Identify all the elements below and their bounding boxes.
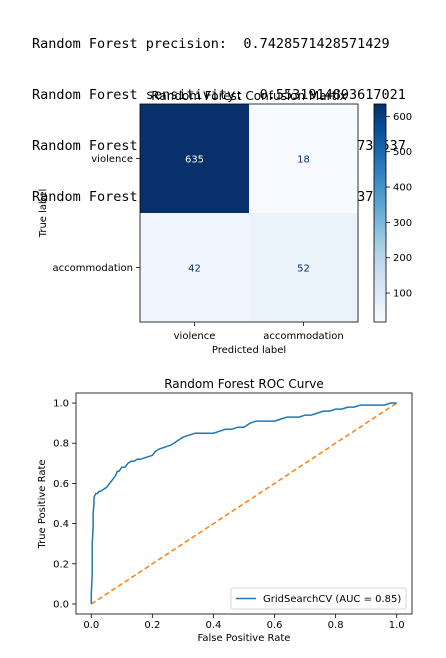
roc-chance-line	[90, 402, 398, 605]
roc-ytick-label: 1.0	[53, 399, 69, 410]
roc-xtick-label: 0.8	[328, 620, 344, 631]
roc-lines	[90, 402, 398, 605]
cm-xlabel: Predicted label	[212, 345, 286, 356]
cm-cell	[140, 213, 249, 322]
cm-cell	[249, 213, 358, 322]
precision-line: Random Forest precision: 0.7428571428571…	[32, 36, 390, 52]
roc-xtick-label: 0.2	[144, 620, 160, 631]
cm-cell-value: 42	[188, 264, 201, 275]
roc-ytick-label: 0.8	[53, 439, 69, 450]
roc-ytick-label: 0.2	[53, 559, 69, 570]
cm-colorbar-tick-label: 100	[393, 289, 412, 300]
cm-cell-value: 635	[185, 155, 204, 166]
roc-xtick-label: 0.6	[267, 620, 283, 631]
cm-axes: violence accommodation violence accommodati…	[53, 154, 344, 342]
cm-ytick-label: violence	[91, 154, 133, 165]
cm-ylabel: True label	[38, 189, 49, 239]
roc-xtick-label: 0.4	[206, 620, 222, 631]
confusion-matrix-chart: Random Forest Confusion Martix 635 18 42 52…	[38, 89, 412, 356]
roc-curve-line	[90, 402, 397, 604]
cm-xtick-label: violence	[174, 331, 216, 342]
sensitivity-line: Random Forest sensitivity: 0.55319148936…	[32, 87, 406, 103]
roc-ylabel: True Positive Rate	[37, 459, 48, 549]
roc-xtick-label: 0.0	[83, 620, 99, 631]
roc-frame	[75, 392, 413, 615]
roc-legend-box	[230, 587, 407, 610]
roc-legend: GridSearchCV (AUC = 0.85)	[230, 587, 407, 610]
cm-colorbar	[373, 103, 387, 323]
roc-title: Random Forest ROC Curve	[164, 377, 324, 391]
cm-cell-value: 52	[297, 264, 310, 275]
roc-ytick-label: 0.4	[53, 519, 69, 530]
cm-colorbar-ticks: 100 200 300 400 500 600	[386, 112, 412, 300]
cm-colorbar-tick-label: 200	[393, 253, 412, 264]
cm-cell	[249, 104, 358, 213]
cm-colorbar-tick-label: 400	[393, 183, 412, 194]
cm-cells	[140, 104, 358, 322]
cm-ytick-label: accommodation	[53, 263, 133, 274]
cm-title: Random Forest Confusion Martix	[151, 89, 346, 103]
roc-ytick-label: 0.6	[53, 479, 69, 490]
roc-axes: 0.0 0.2 0.4 0.6 0.8 1.0 0.0 0.2 0.4 0.6 0.8 1.0	[53, 399, 405, 631]
cm-cell-value: 18	[297, 155, 310, 166]
cm-cell-labels: 635 18 42 52	[185, 155, 310, 275]
cm-cell	[140, 104, 249, 213]
roc-legend-label: GridSearchCV (AUC = 0.85)	[263, 594, 401, 605]
cm-colorbar-tick-label: 500	[393, 147, 412, 158]
cm-xtick-label: accommodation	[263, 331, 343, 342]
roc-ytick-label: 0.0	[53, 599, 69, 610]
roc-xtick-label: 1.0	[389, 620, 405, 631]
cm-colorbar-tick-label: 300	[393, 218, 412, 229]
roc-xlabel: False Positive Rate	[198, 633, 291, 644]
cm-frame	[139, 103, 359, 323]
cm-colorbar-tick-label: 600	[393, 112, 412, 123]
